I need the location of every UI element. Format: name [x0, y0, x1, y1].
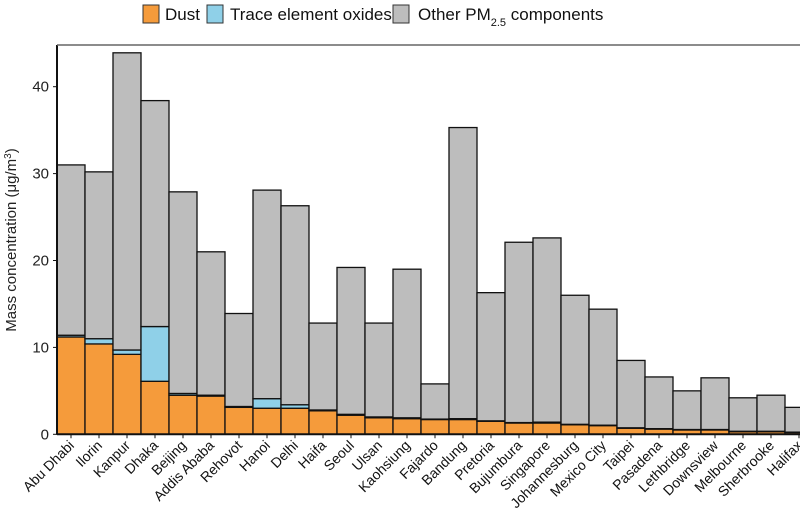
y-tick-label: 0	[41, 426, 49, 443]
bar-trace-hanoi	[252, 398, 282, 409]
bar-other-downsview	[700, 377, 730, 431]
bar-other-haifa	[308, 322, 338, 411]
bar-dust-seoul	[336, 414, 366, 435]
bar-other-hanoi	[252, 189, 282, 400]
bar-dust-fajardo	[420, 418, 450, 435]
legend-swatch-other	[392, 4, 410, 24]
bar-trace-dhaka	[140, 325, 170, 382]
bar-other-taipei	[616, 359, 646, 429]
bar-dust-delhi	[280, 407, 310, 435]
bar-dust-haifa	[308, 410, 338, 435]
x-tick-label: Abu Dhabi	[20, 437, 78, 495]
bar-dust-mexico-city	[588, 424, 618, 435]
bar-other-addis-ababa	[196, 251, 226, 396]
bar-other-delhi	[280, 205, 310, 406]
bar-other-rehovot	[224, 312, 254, 408]
bars	[56, 52, 800, 435]
bar-other-bandung	[448, 126, 478, 420]
bar-dust-kaohsiung	[392, 418, 422, 435]
bar-other-pasadena	[644, 376, 674, 430]
bar-other-halifax	[784, 406, 800, 433]
legend-label-dust: Dust	[165, 5, 200, 24]
bar-other-abu-dhabi	[56, 164, 86, 336]
y-tick-label: 40	[32, 79, 49, 96]
x-tick-label: Hanoi	[236, 437, 273, 474]
bar-other-sherbrooke	[756, 394, 786, 432]
bar-dust-bandung	[448, 418, 478, 435]
legend-label-trace: Trace element oxides	[230, 5, 392, 24]
bar-other-mexico-city	[588, 308, 618, 426]
bar-other-kanpur	[112, 52, 142, 351]
bar-dust-ulsan	[364, 417, 394, 435]
bar-other-dhaka	[140, 99, 170, 328]
bar-dust-rehovot	[224, 406, 254, 435]
bar-other-lethbridge	[672, 390, 702, 431]
bar-other-seoul	[336, 266, 366, 415]
bar-dust-hanoi	[252, 407, 282, 435]
x-tick-label: Delhi	[267, 437, 301, 471]
bar-other-melbourne	[728, 397, 758, 432]
bar-trace-kanpur	[112, 349, 142, 356]
bar-dust-singapore	[532, 422, 562, 435]
bar-dust-addis-ababa	[196, 395, 226, 435]
bar-other-fajardo	[420, 383, 450, 420]
y-tick-label: 20	[32, 253, 49, 270]
y-axis-label: Mass concentration (μg/m3)	[3, 148, 21, 331]
legend: Dust Trace element oxides Other PM2.5 comp…	[142, 4, 603, 29]
y-tick-label: 10	[32, 339, 49, 356]
bar-dust-kanpur	[112, 353, 142, 435]
legend-label-other: Other PM2.5 components	[418, 5, 603, 29]
bar-dust-johannesburg	[560, 424, 590, 435]
bar-dust-abu-dhabi	[56, 336, 86, 435]
bar-dust-bujumbura	[504, 422, 534, 435]
bar-other-beijing	[168, 191, 198, 395]
legend-swatch-dust	[142, 4, 160, 24]
bar-dust-dhaka	[140, 380, 170, 435]
bar-trace-ilorin	[84, 338, 114, 345]
bar-other-singapore	[532, 237, 562, 423]
legend-swatch-trace	[206, 4, 224, 24]
bar-dust-pretoria	[476, 420, 506, 435]
bar-other-kaohsiung	[392, 268, 422, 419]
bar-other-ulsan	[364, 322, 394, 418]
bar-other-bujumbura	[504, 241, 534, 424]
y-tick-label: 30	[32, 166, 49, 183]
x-tick-label: Seoul	[320, 437, 357, 474]
bar-other-ilorin	[84, 171, 114, 340]
bar-dust-ilorin	[84, 343, 114, 435]
bar-other-pretoria	[476, 292, 506, 422]
bar-dust-beijing	[168, 394, 198, 435]
bar-other-johannesburg	[560, 294, 590, 425]
